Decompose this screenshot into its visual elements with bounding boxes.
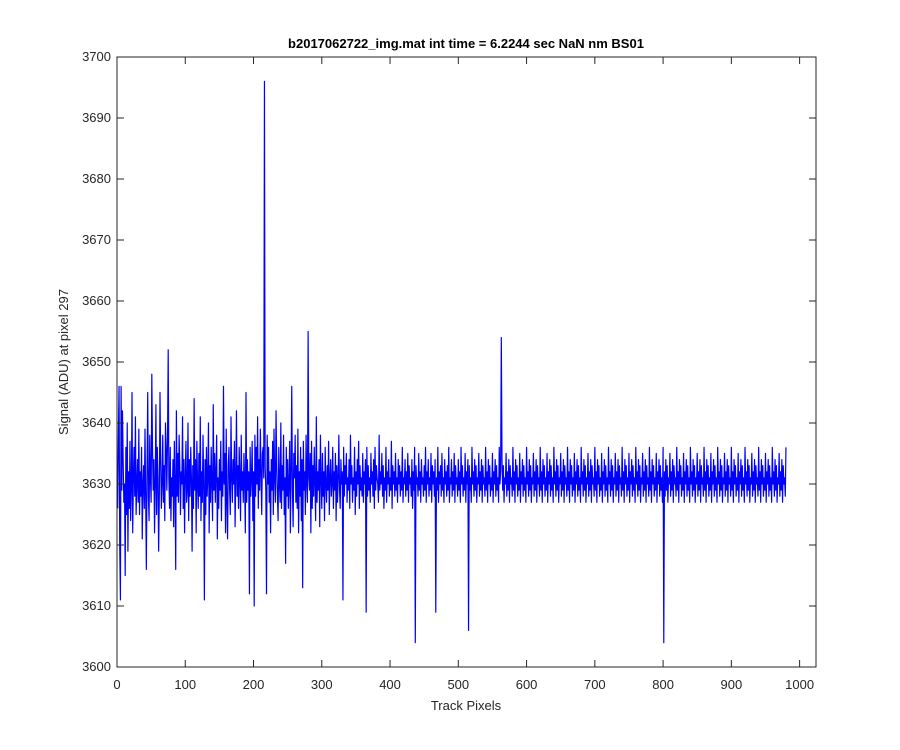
y-tick-label: 3640: [82, 415, 111, 430]
x-tick-label: 0: [113, 677, 120, 692]
y-tick-label: 3700: [82, 49, 111, 64]
y-tick-label: 3620: [82, 537, 111, 552]
series-line-0: [117, 80, 787, 644]
y-tick-label: 3650: [82, 354, 111, 369]
plot-frame: [116, 56, 817, 668]
y-tick-label: 3690: [82, 110, 111, 125]
x-tick-label: 600: [516, 677, 538, 692]
x-axis-label: Track Pixels: [431, 698, 502, 713]
y-tick-label: 3600: [82, 659, 111, 674]
plot-area: [117, 57, 816, 667]
x-tick-label: 200: [243, 677, 265, 692]
y-tick-label: 3680: [82, 171, 111, 186]
y-tick-label: 3630: [82, 476, 111, 491]
x-tick-label: 500: [447, 677, 469, 692]
y-axis-label: Signal (ADU) at pixel 297: [56, 289, 71, 435]
y-tick-label: 3670: [82, 232, 111, 247]
x-tick-label: 100: [174, 677, 196, 692]
x-tick-label: 700: [584, 677, 606, 692]
y-tick-label: 3660: [82, 293, 111, 308]
chart-title: b2017062722_img.mat int time = 6.2244 se…: [288, 36, 644, 51]
x-tick-label: 1000: [785, 677, 814, 692]
ticks-layer: 0 100 200 300 400 500 600 700 800 900 1000 3600 3610…: [82, 49, 816, 692]
x-tick-label: 900: [721, 677, 743, 692]
y-tick-label: 3610: [82, 598, 111, 613]
x-tick-label: 400: [379, 677, 401, 692]
x-tick-label: 800: [652, 677, 674, 692]
series-layer: [117, 80, 787, 644]
x-tick-label: 300: [311, 677, 333, 692]
